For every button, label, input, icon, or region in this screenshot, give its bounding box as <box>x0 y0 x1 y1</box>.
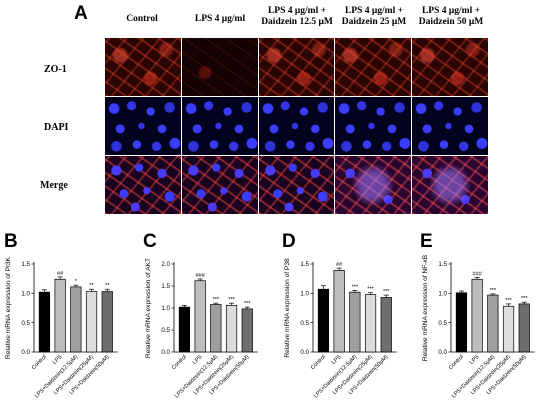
y-tick-label: 1.0 <box>438 291 447 298</box>
panel-d-letter: D <box>282 231 296 252</box>
bar <box>333 270 345 353</box>
bar <box>225 305 238 353</box>
bar <box>101 291 113 353</box>
y-tick-label: 1.5 <box>438 261 447 268</box>
category-label: LPS <box>52 354 64 366</box>
y-axis-label: Relative mRNA expression of PI3K <box>5 256 12 358</box>
bar <box>194 280 206 353</box>
y-tick-label: 0.0 <box>21 349 30 356</box>
y-tick-label: 1.0 <box>21 291 30 298</box>
bar <box>70 286 82 353</box>
category-label: LPS <box>331 354 343 366</box>
column-header-control: Control <box>126 14 158 24</box>
zo1-lps-image <box>181 38 258 96</box>
bar <box>38 291 51 353</box>
bar <box>54 278 66 353</box>
y-tick-label: 0.0 <box>300 349 309 356</box>
panel-e-letter: E <box>420 231 433 252</box>
zo1-control-image <box>105 38 181 96</box>
bar <box>364 294 377 353</box>
category-label: LPS <box>192 354 204 366</box>
y-tick-label: 0.0 <box>438 349 447 356</box>
y-tick-label: 2.0 <box>161 261 170 268</box>
column-header-daidzein-25: LPS 4 μg/ml + Daidzein 25 μM <box>341 6 407 27</box>
merge-daidzein-12-5-image <box>258 156 335 214</box>
y-tick-label: 1.5 <box>300 261 309 268</box>
zo1-daidzein-50-image <box>412 38 488 96</box>
dapi-daidzein-12-5-image <box>258 97 335 155</box>
merge-daidzein-50-image <box>412 156 488 214</box>
bar <box>349 291 361 353</box>
bar <box>487 294 499 353</box>
y-tick-label: 0.5 <box>438 320 447 327</box>
y-tick-label: 1.5 <box>21 261 30 268</box>
category-label: Control <box>310 354 327 371</box>
bar <box>455 292 468 353</box>
panel-a-letter: A <box>74 3 88 24</box>
bar <box>178 306 191 353</box>
dapi-control-image <box>105 97 181 155</box>
y-axis-label: Relative mRNA expression of AKT <box>145 258 152 358</box>
merge-lps-image <box>181 156 258 214</box>
column-header-lps: LPS 4 μg/ml <box>194 14 246 24</box>
dapi-lps-image <box>181 97 258 155</box>
significance-label: *** <box>521 296 528 302</box>
bar <box>317 288 330 353</box>
significance-label: *** <box>228 297 235 303</box>
category-label: Control <box>31 354 48 371</box>
column-header-daidzein-12-5: LPS 4 μg/ml + Daidzein 12.5 μM <box>261 6 333 27</box>
bar <box>85 291 98 353</box>
merge-control-image <box>105 156 181 214</box>
merge-daidzein-25-image <box>335 156 412 214</box>
significance-label: ## <box>57 271 64 277</box>
y-tick-label: 1.0 <box>300 291 309 298</box>
y-axis-label: Relative mRNA expression of NF-κB <box>422 254 429 361</box>
y-tick-label: 1.5 <box>161 283 170 290</box>
chart-pi3k: Relative mRNA expression of PI3K 0.0 0.5 1.… <box>5 256 118 400</box>
dapi-daidzein-50-image <box>412 97 488 155</box>
bar <box>210 304 222 353</box>
significance-label: ### <box>472 271 482 277</box>
microscopy-grid <box>105 38 488 214</box>
bar <box>471 278 483 353</box>
significance-label: *** <box>352 284 359 290</box>
y-axis-label: Relative mRNA expression of P38 <box>284 258 291 358</box>
significance-label: ### <box>195 273 205 279</box>
row-header-merge: Merge <box>40 180 68 191</box>
bar <box>518 303 530 353</box>
y-tick-label: 0.5 <box>300 320 309 327</box>
dapi-daidzein-25-image <box>335 97 412 155</box>
y-tick-label: 0.5 <box>161 327 170 334</box>
zo1-daidzein-25-image <box>335 38 412 96</box>
bar <box>502 305 515 353</box>
significance-label: *** <box>505 298 512 304</box>
chart-p38: Relative mRNA expression of P38 0.0 0.5 1.0… <box>284 258 397 400</box>
bar <box>241 308 253 353</box>
zo1-daidzein-12-5-image <box>258 38 335 96</box>
panel-c-letter: C <box>143 231 157 252</box>
column-header-daidzein-50: LPS 4 μg/ml + Daidzein 50 μM <box>418 6 484 27</box>
significance-label: *** <box>490 288 497 294</box>
y-tick-label: 1.0 <box>161 305 170 312</box>
y-tick-label: 0.0 <box>161 349 170 356</box>
significance-label: ## <box>336 262 343 268</box>
category-label: Control <box>171 354 188 371</box>
category-label: Control <box>448 354 465 371</box>
significance-label: ** <box>105 283 110 289</box>
significance-label: *** <box>244 301 251 307</box>
significance-label: *** <box>383 289 390 295</box>
row-header-dapi: DAPI <box>44 122 69 133</box>
significance-label: *** <box>213 297 220 303</box>
bar <box>380 297 392 353</box>
significance-label: *** <box>367 287 374 293</box>
row-header-zo1: ZO-1 <box>44 64 67 75</box>
significance-label: * <box>75 279 78 285</box>
panel-b-letter: B <box>4 231 18 252</box>
chart-nfkb: Relative mRNA expression of NF-κB 0.0 0.5 1… <box>422 254 535 400</box>
y-tick-label: 0.5 <box>21 320 30 327</box>
significance-label: ** <box>89 283 94 289</box>
chart-akt: Relative mRNA expression of AKT 0.0 0.5 1.0… <box>145 258 258 400</box>
category-label: LPS <box>469 354 481 366</box>
